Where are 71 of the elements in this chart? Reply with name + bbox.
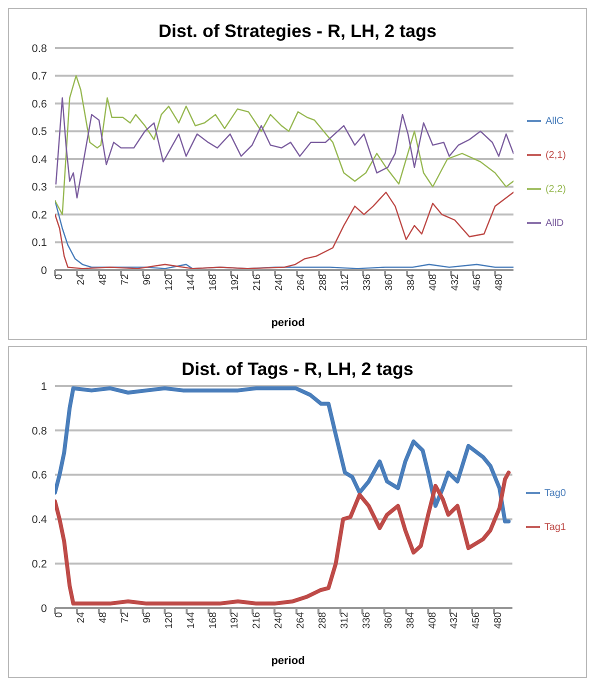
x-axis-title: period [270, 316, 306, 331]
y-tick-label: 0.4 [32, 514, 47, 526]
chart-title: Dist. of Strategies - R, LH, 2 tags [157, 20, 438, 42]
x-tick-label: 336 [361, 612, 372, 629]
x-tick-label: 0 [54, 274, 66, 280]
x-tick-label: 216 [252, 274, 264, 291]
x-tick-label: 168 [208, 612, 219, 629]
x-tick-label: 168 [208, 274, 220, 291]
y-tick-label: 0.3 [32, 182, 47, 194]
x-tick-label: 312 [339, 612, 350, 629]
x-tick-label: 48 [98, 274, 110, 286]
line-series [55, 386, 511, 524]
x-tick-label: 120 [164, 612, 175, 629]
y-tick-label: 0.7 [32, 70, 47, 83]
line-series [55, 470, 511, 606]
x-tick-label: 144 [186, 274, 198, 291]
y-tick-label: 0 [40, 602, 47, 615]
y-tick-label: 0.4 [32, 154, 47, 166]
legend-label: Tag1 [544, 522, 566, 533]
x-tick-label: 384 [406, 274, 418, 291]
y-tick-label: 0.1 [32, 237, 47, 250]
x-tick-label: 456 [472, 274, 484, 291]
x-tick-label: 48 [98, 612, 109, 624]
chart-title: Dist. of Tags - R, LH, 2 tags [180, 358, 414, 380]
y-tick-label: 0 [40, 264, 47, 277]
x-tick-label: 288 [318, 274, 330, 291]
x-tick-label: 264 [296, 612, 307, 629]
x-tick-label: 480 [494, 274, 506, 291]
x-tick-label: 216 [252, 612, 263, 629]
x-tick-label: 72 [120, 612, 131, 624]
legend-label: (2,1) [545, 150, 566, 161]
y-tick-label: 0.5 [32, 126, 47, 138]
x-tick-label: 24 [76, 274, 88, 286]
x-tick-label: 408 [428, 274, 440, 291]
line-series [55, 97, 514, 198]
x-tick-label: 456 [471, 612, 482, 629]
x-tick-label: 432 [450, 274, 462, 291]
x-axis-title: period [270, 654, 306, 669]
x-tick-label: 96 [142, 612, 153, 624]
x-tick-label: 336 [362, 274, 374, 291]
x-tick-label: 24 [76, 612, 88, 624]
y-tick-label: 0.8 [32, 42, 47, 55]
y-tick-label: 0.2 [32, 558, 47, 571]
x-tick-label: 432 [449, 612, 460, 629]
x-tick-label: 360 [383, 612, 394, 629]
legend-label: AllD [545, 218, 564, 229]
x-tick-label: 192 [230, 274, 242, 291]
x-tick-label: 408 [427, 612, 438, 629]
x-tick-label: 384 [405, 612, 416, 629]
x-tick-label: 480 [493, 612, 504, 629]
legend-label: Tag0 [544, 488, 566, 499]
x-tick-label: 312 [340, 274, 352, 291]
x-tick-label: 72 [120, 274, 132, 286]
x-tick-label: 96 [142, 274, 154, 286]
x-tick-label: 0 [54, 612, 66, 618]
x-tick-label: 240 [274, 274, 286, 291]
line-series [55, 75, 514, 216]
x-tick-label: 144 [186, 612, 197, 629]
y-tick-label: 0.6 [32, 98, 47, 110]
x-tick-label: 120 [164, 274, 176, 291]
y-tick-label: 1 [40, 380, 47, 393]
x-tick-label: 264 [296, 274, 308, 291]
x-tick-label: 360 [384, 274, 396, 291]
legend-label: (2,2) [545, 184, 566, 195]
y-tick-label: 0.2 [32, 209, 47, 222]
x-tick-label: 192 [230, 612, 241, 629]
x-tick-label: 288 [318, 612, 329, 629]
legend-label: AllC [545, 116, 564, 127]
y-tick-label: 0.8 [32, 425, 47, 438]
x-tick-label: 240 [274, 612, 285, 629]
y-tick-label: 0.6 [32, 470, 47, 482]
